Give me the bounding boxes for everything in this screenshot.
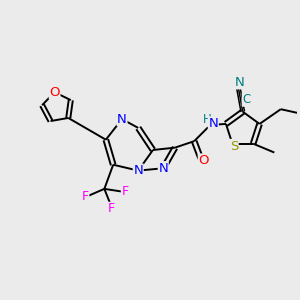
Text: F: F <box>108 202 115 215</box>
Text: N: N <box>234 76 244 89</box>
Text: C: C <box>242 93 250 106</box>
Text: N: N <box>208 117 218 130</box>
Text: N: N <box>133 164 143 177</box>
Text: N: N <box>117 112 127 126</box>
Text: O: O <box>198 154 209 167</box>
Text: F: F <box>82 190 89 203</box>
Text: N: N <box>158 162 168 175</box>
Text: O: O <box>49 86 60 99</box>
Text: F: F <box>122 185 128 198</box>
Text: S: S <box>230 140 238 152</box>
Text: H: H <box>202 113 211 126</box>
